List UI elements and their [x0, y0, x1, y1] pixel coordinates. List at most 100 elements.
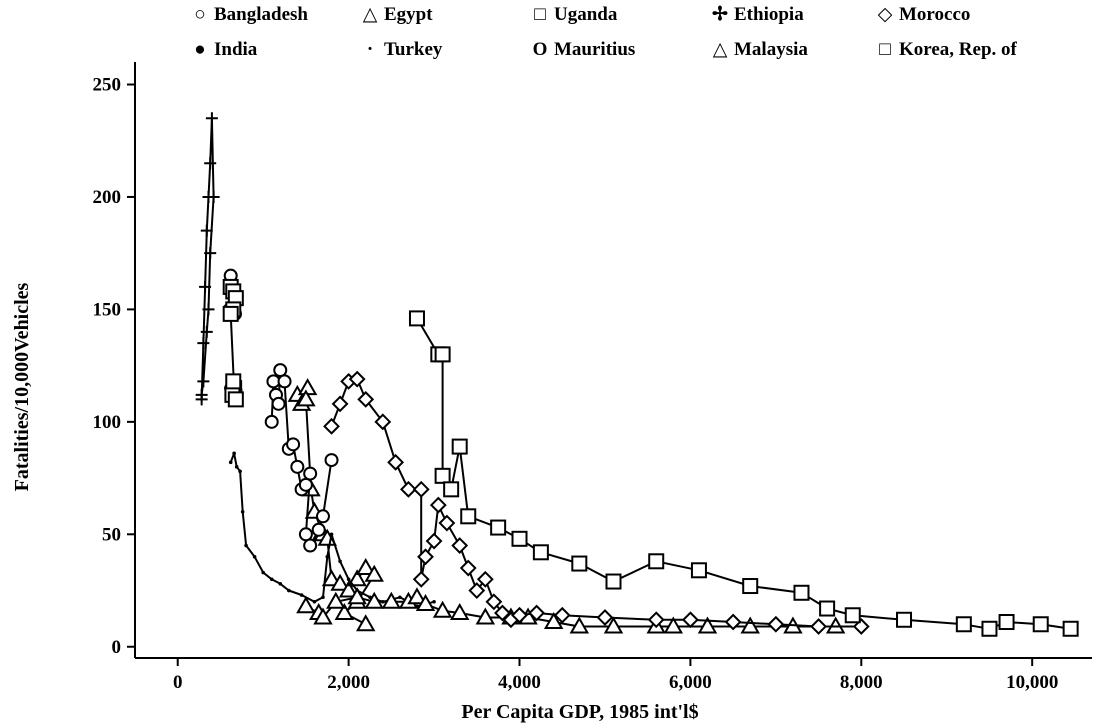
- data-point: [596, 609, 614, 626]
- y-tick-label: 0: [112, 637, 122, 658]
- legend-label: India: [214, 39, 258, 60]
- data-point: [334, 603, 355, 621]
- data-point: [793, 584, 810, 601]
- y-tick-label: 50: [102, 524, 121, 545]
- data-point: [432, 599, 436, 604]
- data-point: [205, 112, 218, 125]
- data-point: [261, 570, 265, 575]
- data-point: [697, 616, 718, 634]
- data-point: [323, 417, 340, 435]
- series-morocco: [323, 370, 870, 635]
- data-point: [296, 596, 316, 614]
- data-point: [346, 577, 351, 582]
- legend-label: Morocco: [899, 4, 970, 25]
- data-point: [296, 389, 316, 407]
- x-axis-label: Per Capita GDP, 1985 int'l$: [461, 701, 698, 723]
- data-point: [269, 577, 274, 582]
- data-point: [605, 573, 622, 590]
- y-tick-label: 250: [93, 74, 122, 95]
- data-point: [290, 459, 305, 474]
- data-point: [264, 414, 279, 429]
- data-point: [287, 588, 291, 593]
- data-point: [222, 305, 239, 322]
- data-point: [742, 578, 759, 595]
- legend-label: Egypt: [384, 4, 433, 25]
- data-point: [238, 469, 242, 474]
- data-point: [569, 616, 590, 634]
- data-point: [460, 508, 477, 525]
- data-point: [663, 616, 684, 634]
- legend-symbol-icon: ✢: [712, 4, 728, 25]
- data-point: [819, 600, 836, 617]
- data-point: [417, 548, 434, 566]
- data-point: [476, 570, 494, 588]
- data-point: [225, 373, 242, 390]
- legend-symbol-icon: △: [363, 4, 378, 25]
- data-point: [955, 616, 972, 633]
- data-point: [648, 553, 665, 570]
- data-point: [374, 413, 392, 431]
- data-point: [415, 594, 436, 612]
- data-point: [298, 527, 313, 542]
- legend-symbol-icon: O: [533, 39, 548, 60]
- series-egypt: [287, 378, 384, 632]
- legend-label: Mauritius: [554, 39, 635, 60]
- x-tick-label: 6,000: [669, 672, 712, 693]
- x-tick-label: 2,000: [327, 672, 370, 693]
- legend-symbol-icon: △: [713, 39, 728, 60]
- legend-label: Bangladesh: [214, 4, 308, 25]
- data-point: [348, 370, 366, 388]
- series-ethiopia: [195, 112, 220, 406]
- legend-symbol-icon: ·: [367, 39, 373, 60]
- legend-symbol-icon: ●: [194, 39, 205, 60]
- data-point: [438, 514, 456, 532]
- data-point: [724, 613, 742, 631]
- data-point: [228, 460, 233, 465]
- series-line: [305, 596, 836, 628]
- data-point: [429, 496, 447, 514]
- series-mauritius: [264, 363, 339, 553]
- data-point: [311, 522, 326, 537]
- y-tick-label: 100: [93, 412, 122, 433]
- data-point: [202, 303, 215, 316]
- data-point: [347, 587, 367, 605]
- data-point: [412, 480, 430, 498]
- data-point: [451, 537, 469, 554]
- data-point: [690, 562, 707, 579]
- data-point: [475, 607, 496, 625]
- data-point: [232, 451, 236, 456]
- data-point: [325, 554, 330, 559]
- data-point: [204, 157, 217, 170]
- data-point: [338, 580, 359, 598]
- legend-symbol-icon: ◇: [878, 4, 893, 25]
- data-point: [240, 510, 245, 514]
- data-point: [200, 224, 213, 237]
- data-point: [321, 595, 325, 600]
- data-point: [511, 606, 528, 624]
- data-point: [204, 247, 217, 260]
- data-point: [468, 582, 486, 599]
- data-point: [398, 595, 402, 600]
- data-point: [195, 388, 208, 401]
- legend: ○ Bangladesh △ Egypt □ Uganda ✢ Ethiopia ◇ Morocc…: [194, 4, 1017, 60]
- data-point: [532, 544, 549, 561]
- data-point: [303, 538, 318, 553]
- y-tick-label: 200: [93, 187, 122, 208]
- legend-label: Turkey: [384, 39, 443, 60]
- legend-label: Ethiopia: [734, 4, 804, 25]
- data-point: [432, 600, 453, 618]
- data-point: [199, 280, 212, 293]
- data-point: [298, 477, 313, 492]
- data-point: [326, 591, 346, 609]
- legend-symbol-icon: ○: [194, 4, 205, 25]
- data-point: [357, 390, 375, 408]
- legend-label: Malaysia: [734, 39, 808, 60]
- series-korea-rep-of: [408, 310, 1079, 637]
- data-point: [271, 396, 286, 411]
- data-point: [1062, 620, 1079, 637]
- data-point: [381, 591, 402, 609]
- data-point: [412, 570, 430, 588]
- data-point: [459, 559, 477, 577]
- data-point: [303, 466, 318, 481]
